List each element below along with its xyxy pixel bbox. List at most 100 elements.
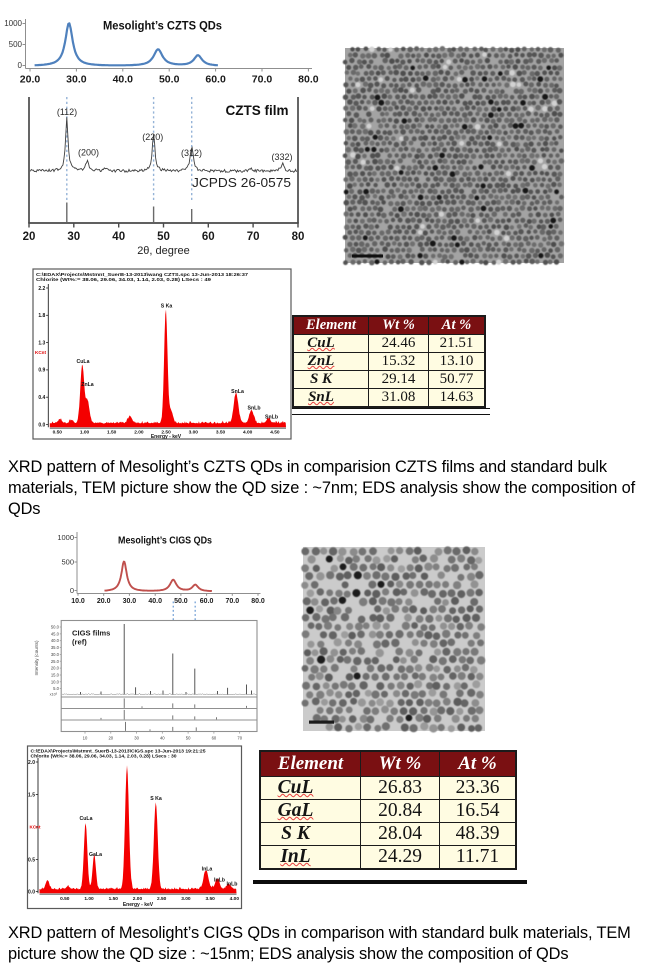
svg-text:1.00: 1.00	[84, 896, 94, 902]
svg-text:10.0: 10.0	[71, 598, 85, 605]
svg-text:KCnt: KCnt	[30, 825, 41, 830]
svg-text:0.4: 0.4	[38, 395, 45, 401]
svg-text:ZnLa: ZnLa	[81, 382, 94, 388]
svg-text:InLb: InLb	[214, 878, 225, 884]
svg-text:20.0: 20.0	[97, 598, 111, 605]
svg-text:CIGS films: CIGS films	[72, 629, 110, 638]
svg-text:InLa: InLa	[202, 867, 213, 873]
svg-text:C:\EDAX\Projects\Mstmnt_SuerB-: C:\EDAX\Projects\Mstmnt_SuerB-13-2013\wa…	[36, 272, 249, 277]
svg-text:2.00: 2.00	[133, 896, 143, 902]
svg-text:JCPDS 26-0575: JCPDS 26-0575	[192, 176, 291, 190]
svg-text:GaLa: GaLa	[89, 852, 102, 858]
svg-text:(220): (220)	[142, 132, 163, 142]
svg-text:(ref): (ref)	[72, 638, 87, 647]
svg-text:60: 60	[202, 231, 215, 243]
svg-text:S Ka: S Ka	[161, 304, 173, 310]
svg-text:Mesolight’s CZTS QDs: Mesolight’s CZTS QDs	[103, 19, 222, 33]
svg-text:60.0: 60.0	[200, 598, 214, 605]
svg-text:Chlorite (Wt%:= 38.06, 29.06,: Chlorite (Wt%:= 38.06, 29.06, 34.03, 1.1…	[31, 754, 178, 759]
svg-text:1.8: 1.8	[38, 313, 45, 319]
svg-text:3.00: 3.00	[181, 896, 191, 902]
svg-text:50: 50	[157, 231, 170, 243]
svg-text:20.0: 20.0	[20, 74, 41, 86]
svg-text:30: 30	[134, 736, 139, 741]
svg-text:40.0: 40.0	[113, 74, 134, 86]
svg-text:2.00: 2.00	[134, 430, 144, 436]
svg-text:KCnt: KCnt	[35, 350, 46, 355]
svg-text:1000: 1000	[57, 533, 74, 542]
svg-text:1.00: 1.00	[80, 430, 90, 436]
svg-text:20: 20	[108, 736, 113, 741]
svg-text:0.50: 0.50	[53, 430, 63, 436]
svg-text:50: 50	[186, 736, 191, 741]
svg-text:2θ, degree: 2θ, degree	[137, 245, 190, 257]
svg-text:2.50: 2.50	[161, 430, 171, 436]
svg-text:35.0: 35.0	[51, 645, 60, 650]
svg-text:3.50: 3.50	[216, 430, 226, 436]
svg-text:(200): (200)	[78, 148, 99, 158]
svg-text:30.0: 30.0	[66, 74, 87, 86]
svg-text:SnLb: SnLb	[248, 406, 261, 412]
svg-text:50.0: 50.0	[159, 74, 180, 86]
svg-text:C:\EDAX\Projects\Mstmnt_SuerB-: C:\EDAX\Projects\Mstmnt_SuerB-13-2013\CI…	[31, 749, 207, 754]
svg-text:0.5: 0.5	[28, 857, 35, 863]
svg-text:5.0: 5.0	[53, 686, 59, 691]
svg-text:0.0: 0.0	[28, 889, 35, 895]
svg-text:1000: 1000	[4, 19, 22, 28]
svg-text:45.0: 45.0	[51, 631, 60, 636]
svg-text:50.0: 50.0	[51, 625, 60, 630]
svg-text:25.0: 25.0	[51, 659, 60, 664]
svg-text:0: 0	[70, 586, 74, 595]
svg-text:x10³: x10³	[50, 693, 58, 697]
svg-text:(312): (312)	[181, 148, 202, 158]
svg-text:SnLb: SnLb	[265, 415, 278, 421]
svg-text:10.0: 10.0	[51, 679, 60, 684]
svg-text:S Ka: S Ka	[150, 796, 162, 802]
svg-text:1.50: 1.50	[109, 896, 119, 902]
svg-text:3.50: 3.50	[205, 896, 215, 902]
svg-text:0: 0	[18, 61, 23, 70]
svg-text:80.0: 80.0	[251, 598, 265, 605]
svg-text:2.0: 2.0	[28, 760, 35, 766]
svg-text:70.0: 70.0	[252, 74, 273, 86]
svg-text:30.0: 30.0	[51, 652, 60, 657]
svg-text:Energy - keV: Energy - keV	[123, 902, 154, 908]
svg-text:40: 40	[160, 736, 165, 741]
svg-text:10: 10	[83, 736, 88, 741]
svg-text:30: 30	[67, 231, 80, 243]
svg-text:Chlorite (Wt%:= 38.06, 29.06,: Chlorite (Wt%:= 38.06, 29.06, 34.03, 1.1…	[36, 277, 212, 282]
svg-text:0.50: 0.50	[60, 896, 70, 902]
svg-text:500: 500	[9, 40, 23, 49]
svg-text:CZTS film: CZTS film	[226, 103, 289, 118]
svg-text:4.00: 4.00	[230, 896, 240, 902]
svg-text:CuLa: CuLa	[80, 816, 93, 822]
svg-text:40.0: 40.0	[148, 598, 162, 605]
svg-text:40.0: 40.0	[51, 638, 60, 643]
svg-text:2.2: 2.2	[38, 286, 45, 292]
svg-text:0.9: 0.9	[38, 368, 45, 374]
svg-text:30.0: 30.0	[123, 598, 137, 605]
svg-text:(112): (112)	[57, 107, 77, 117]
svg-text:1.5: 1.5	[28, 792, 35, 798]
svg-text:Energy - keV: Energy - keV	[151, 434, 182, 440]
svg-text:4.50: 4.50	[270, 430, 280, 436]
svg-text:70: 70	[247, 231, 260, 243]
svg-text:70.0: 70.0	[225, 598, 239, 605]
svg-text:20: 20	[23, 231, 36, 243]
svg-text:60: 60	[212, 736, 217, 741]
svg-text:20.0: 20.0	[51, 666, 60, 671]
svg-text:CuLa: CuLa	[77, 359, 90, 365]
svg-text:70: 70	[237, 736, 242, 741]
svg-text:2.50: 2.50	[157, 896, 167, 902]
svg-text:1.3: 1.3	[38, 340, 45, 346]
svg-text:3.00: 3.00	[189, 430, 199, 436]
svg-text:(332): (332)	[271, 152, 292, 162]
svg-text:1.50: 1.50	[107, 430, 117, 436]
svg-text:4.00: 4.00	[243, 430, 253, 436]
svg-text:50.0: 50.0	[174, 598, 188, 605]
svg-text:15.0: 15.0	[51, 673, 60, 678]
svg-text:500: 500	[61, 558, 74, 567]
svg-text:40: 40	[112, 231, 125, 243]
svg-text:0.0: 0.0	[38, 422, 45, 428]
svg-text:InLb: InLb	[227, 882, 238, 888]
